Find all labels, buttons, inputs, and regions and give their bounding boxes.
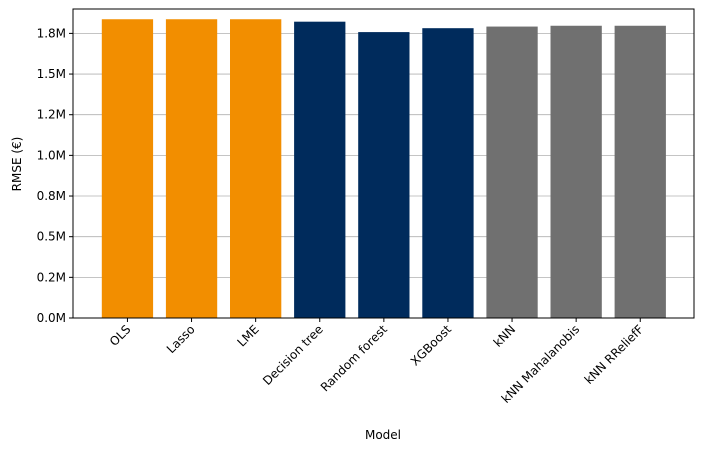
bar-xgboost [422,28,474,319]
x-axis-label: Model [365,428,401,442]
y-tick-label: 0.2M [37,270,66,284]
bars [101,19,666,319]
y-tick-label: 1.5M [37,67,66,81]
bar-lme [230,19,282,318]
bar-knn-mahalanobis [550,25,602,319]
y-tick-label: 0.0M [37,311,66,325]
x-tick-label: Decision tree [260,322,326,388]
bar-knn [486,26,538,319]
y-axis-label: RMSE (€) [10,137,24,192]
x-tick-label: OLS [107,322,134,349]
bar-decision-tree [294,21,346,318]
y-tick-label: 0.8M [37,189,66,203]
bar-lasso [165,19,218,318]
bar-knn-rrelieff [614,25,666,319]
y-tick-label: 1.8M [37,26,66,40]
x-tick-label: kNN RReliefF [582,322,647,387]
y-tick-label: 1.0M [37,148,66,162]
x-tick-label: XGBoost [408,322,454,368]
y-tick-label: 1.2M [37,108,66,122]
x-tick-label: LME [234,322,261,349]
y-axis: 0.0M 0.2M 0.5M 0.8M 1.0M 1.2M 1.5M 1.8M [37,26,73,325]
bar-random-forest [358,32,410,318]
x-tick-label: kNN [491,322,519,350]
y-tick-label: 0.5M [37,230,66,244]
bar-ols [101,19,154,318]
x-tick-label: Lasso [164,322,198,356]
x-tick-label: Random forest [318,322,390,394]
